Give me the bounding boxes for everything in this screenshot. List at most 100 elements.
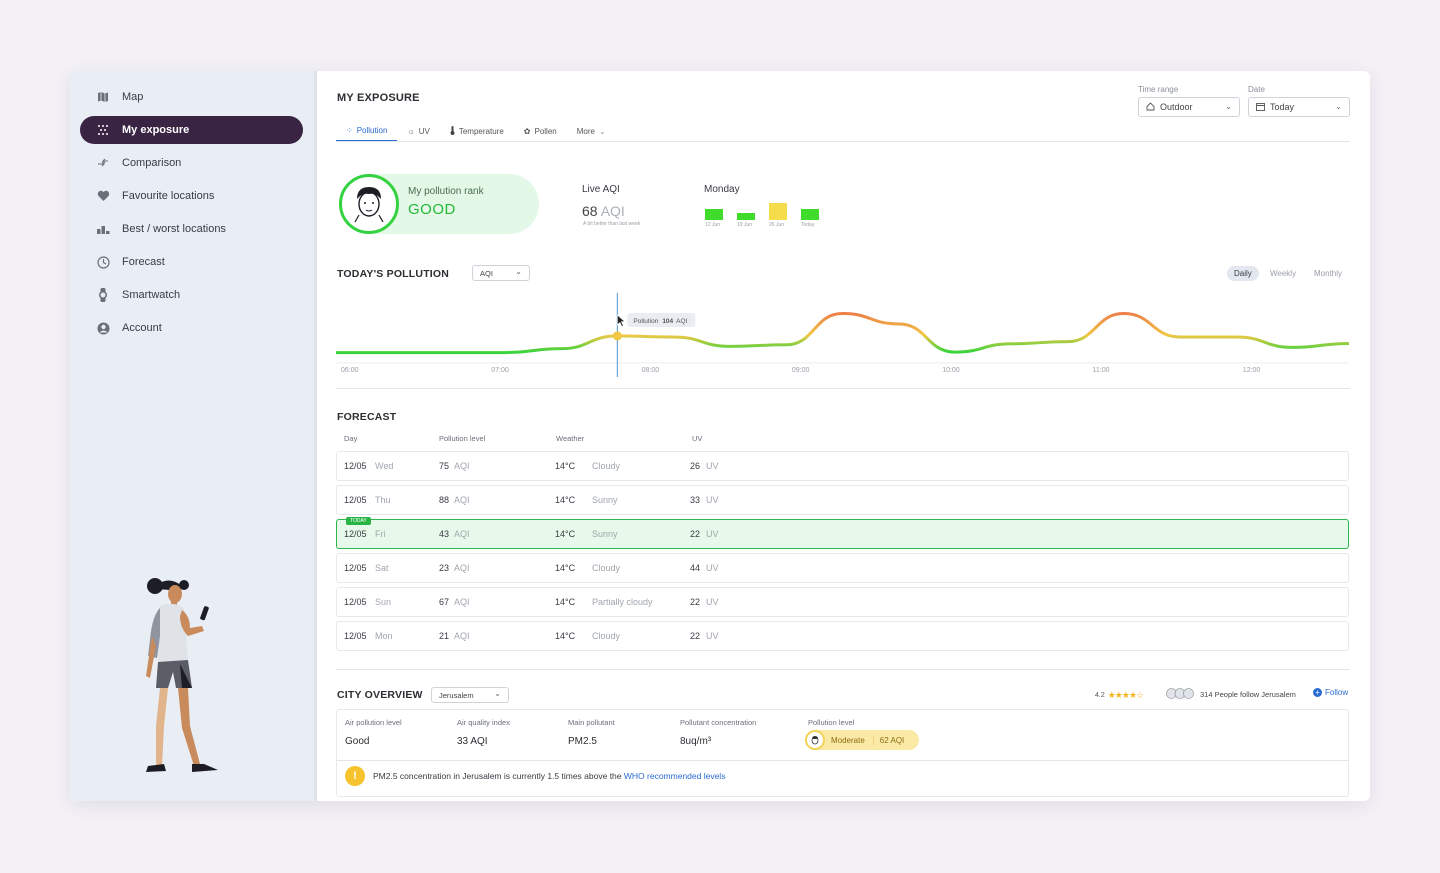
data-point[interactable]: [1291, 346, 1294, 349]
row-aqi: 67: [439, 597, 450, 607]
city-select-value: Jerusalem: [439, 690, 474, 700]
level-value: Moderate: [831, 735, 874, 745]
level-aqi: 62 AQI: [879, 735, 905, 745]
divider: [337, 760, 1348, 761]
row-weather: Sunny: [592, 529, 618, 539]
data-point[interactable]: [1179, 335, 1182, 338]
row-aqi-unit: AQI: [454, 631, 470, 641]
toggle-weekly[interactable]: Weekly: [1270, 269, 1297, 278]
field-value: PM2.5: [568, 736, 597, 747]
sidebar-item-favourite-locations[interactable]: Favourite locations: [80, 182, 303, 210]
city-select[interactable]: Jerusalem ⌄: [431, 687, 509, 703]
star-rating-icon: ★★★★☆: [1107, 690, 1144, 700]
date-label: Date: [1248, 85, 1265, 94]
sidebar-item-label: Comparison: [122, 157, 182, 169]
sidebar-item-smartwatch[interactable]: Smartwatch: [80, 281, 303, 309]
divider: [336, 388, 1350, 389]
pollution-line-chart[interactable]: Pollution 104 AQI 06:00 07:00 08:00 09:00 10:00…: [336, 293, 1350, 383]
data-point[interactable]: [1235, 335, 1238, 338]
week-bar-label: Today: [801, 222, 815, 228]
alert-text: PM2.5 concentration in Jerusalem is curr…: [373, 771, 622, 781]
aqi-unit: AQI: [600, 203, 625, 219]
data-point[interactable]: [728, 345, 731, 348]
week-bar: [737, 213, 755, 220]
sidebar-item-account[interactable]: Account: [80, 314, 303, 342]
row-uv: 22: [690, 631, 701, 641]
compare-arrows-icon: [96, 156, 110, 170]
data-point[interactable]: [897, 322, 900, 325]
tab-more[interactable]: More ⌄: [567, 120, 616, 142]
sidebar-item-my-exposure[interactable]: My exposure: [80, 116, 303, 144]
sidebar-item-label: Account: [122, 322, 162, 334]
row-date: 12/05: [344, 631, 367, 641]
row-date: 12/05: [344, 597, 367, 607]
data-point[interactable]: [672, 335, 675, 338]
hover-point[interactable]: [612, 331, 622, 341]
row-day: Wed: [375, 461, 394, 471]
data-point[interactable]: [447, 351, 450, 354]
sidebar-item-map[interactable]: Map: [80, 83, 303, 111]
rank-value: GOOD: [408, 201, 456, 218]
toggle-monthly[interactable]: Monthly: [1314, 269, 1343, 278]
row-date: 12/05: [344, 563, 367, 573]
row-uv: 44: [690, 563, 701, 573]
follow-button[interactable]: + Follow: [1313, 688, 1348, 697]
table-row[interactable]: 12/05 Sat 23 AQI 14°C Cloudy 44 UV: [336, 553, 1349, 583]
time-range-select[interactable]: Outdoor ⌄: [1138, 97, 1240, 117]
face-icon: [354, 187, 384, 223]
row-temp: 14°C: [555, 563, 576, 573]
field-label: Pollution level: [808, 718, 855, 727]
x-tick-label: 06:00: [341, 367, 359, 374]
tab-temperature[interactable]: Temperature: [440, 120, 514, 142]
column-header-weather: Weather: [556, 434, 585, 443]
data-point[interactable]: [1066, 340, 1069, 343]
followers-text: 314 People follow Jerusalem: [1200, 690, 1296, 699]
table-row[interactable]: 12/05 Sun 67 AQI 14°C Partially cloudy 22 UV: [336, 587, 1349, 617]
metric-tabs: ⁘ Pollution ☼ UV Temperature ✿ Pollen Mo…: [336, 120, 616, 142]
sidebar-item-forecast[interactable]: Forecast: [80, 248, 303, 276]
row-temp: 14°C: [555, 495, 576, 505]
tab-pollution[interactable]: ⁘ Pollution: [336, 120, 398, 142]
x-tick-label: 09:00: [792, 367, 810, 374]
data-point[interactable]: [560, 347, 563, 350]
data-point[interactable]: [391, 351, 394, 354]
week-bar: [801, 209, 819, 220]
toggle-daily[interactable]: Daily: [1227, 266, 1259, 281]
x-tick-label: 12:00: [1243, 367, 1261, 374]
week-bar: [769, 203, 787, 220]
row-aqi-unit: AQI: [454, 495, 470, 505]
data-point[interactable]: [1122, 312, 1125, 315]
table-row[interactable]: 12/05 Wed 75 AQI 14°C Cloudy 26 UV: [336, 451, 1349, 481]
divider: [336, 141, 1350, 142]
exposure-icon: [96, 123, 110, 137]
chevron-down-icon: ⌄: [1225, 102, 1232, 111]
bar-chart-icon: [96, 222, 110, 236]
data-point[interactable]: [503, 351, 506, 354]
pollution-level-badge: Moderate 62 AQI: [805, 730, 919, 750]
sidebar-item-label: Best / worst locations: [122, 223, 226, 235]
live-aqi-note: A bit better than last week: [583, 221, 641, 227]
table-row[interactable]: TODAY 12/05 Fri 43 AQI 14°C Sunny 22 UV: [336, 517, 1349, 549]
row-date: 12/05: [344, 529, 367, 539]
city-overview-card: Air pollution level Good Air quality ind…: [336, 709, 1349, 797]
row-uv: 33: [690, 495, 701, 505]
chevron-down-icon: ⌄: [1335, 102, 1342, 111]
column-header-day: Day: [344, 434, 358, 443]
date-value: Today: [1270, 102, 1295, 112]
metric-select[interactable]: AQI ⌄: [472, 265, 530, 281]
field-value: Good: [345, 736, 370, 747]
who-levels-link[interactable]: WHO recommended levels: [623, 771, 726, 781]
data-point[interactable]: [1010, 342, 1013, 345]
tab-pollen[interactable]: ✿ Pollen: [514, 120, 567, 142]
data-point[interactable]: [785, 343, 788, 346]
data-point[interactable]: [954, 351, 957, 354]
row-weather: Cloudy: [592, 631, 621, 641]
table-row[interactable]: 12/05 Mon 21 AQI 14°C Cloudy 22 UV: [336, 621, 1349, 651]
table-row[interactable]: 12/05 Thu 88 AQI 14°C Sunny 33 UV: [336, 485, 1349, 515]
sidebar-item-best-worst[interactable]: Best / worst locations: [80, 215, 303, 243]
row-aqi: 23: [439, 563, 450, 573]
data-point[interactable]: [841, 312, 844, 315]
date-select[interactable]: Today ⌄: [1248, 97, 1350, 117]
sidebar-item-comparison[interactable]: Comparison: [80, 149, 303, 177]
tab-uv[interactable]: ☼ UV: [397, 120, 439, 142]
